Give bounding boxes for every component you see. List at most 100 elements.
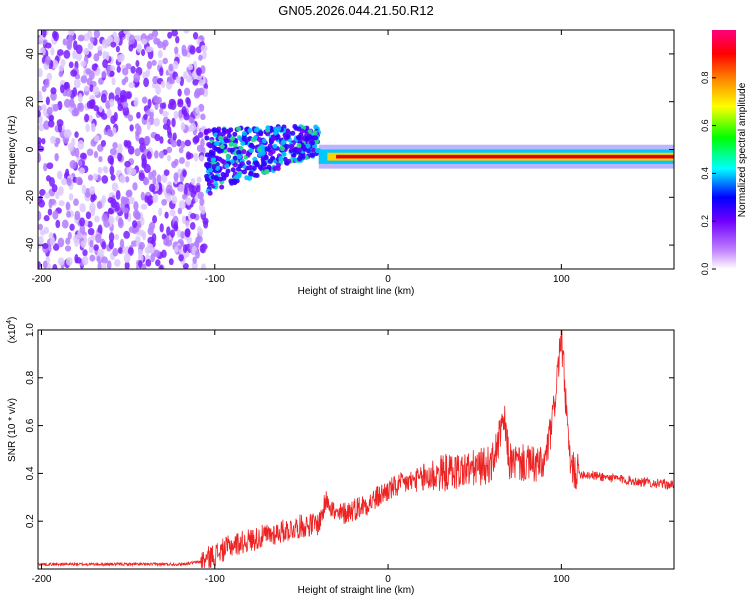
heatmap-cell bbox=[106, 108, 112, 119]
heatmap-cell bbox=[38, 35, 44, 45]
heatmap-cell bbox=[137, 125, 142, 136]
heatmap-cell bbox=[60, 58, 66, 67]
heatmap-cell bbox=[93, 30, 100, 39]
heatmap-cell bbox=[54, 153, 59, 162]
heatmap-cell bbox=[128, 34, 136, 45]
heatmap-cell bbox=[169, 209, 176, 217]
heatmap-cell bbox=[202, 50, 207, 60]
heatmap-cell bbox=[181, 106, 187, 116]
heatmap-cell bbox=[87, 42, 94, 50]
colorbar-tick-label: 0.6 bbox=[700, 119, 710, 132]
heatmap-cell bbox=[230, 136, 236, 142]
heatmap-cell bbox=[102, 50, 107, 60]
heatmap-cell bbox=[257, 151, 263, 157]
heatmap-cell bbox=[159, 136, 164, 144]
heatmap-cell bbox=[198, 54, 203, 61]
heatmap-cell bbox=[196, 176, 202, 184]
heatmap-cell bbox=[114, 87, 122, 97]
heatmap-cell bbox=[88, 245, 94, 254]
heatmap-cell bbox=[224, 163, 230, 169]
heatmap-cell bbox=[58, 200, 65, 207]
heatmap-cell bbox=[154, 150, 159, 159]
heatmap-cell bbox=[264, 169, 270, 175]
heatmap-cell bbox=[185, 228, 191, 238]
heatmap-cell bbox=[151, 233, 157, 243]
heatmap-cell bbox=[50, 47, 55, 56]
heatmap-cell bbox=[79, 203, 86, 213]
heatmap-cell bbox=[124, 76, 129, 83]
heatmap-cell bbox=[109, 148, 117, 156]
heatmap-cell bbox=[74, 253, 79, 264]
heatmap-cell bbox=[241, 149, 247, 155]
heatmap-cell bbox=[171, 117, 176, 128]
heatmap-cell bbox=[230, 167, 236, 173]
heatmap-cell bbox=[245, 151, 251, 157]
heatmap-cell bbox=[203, 83, 208, 90]
heatmap-cell bbox=[93, 135, 100, 143]
heatmap-cell bbox=[237, 163, 243, 169]
heatmap-cell bbox=[264, 146, 270, 152]
heatmap-cell bbox=[254, 161, 260, 167]
heatmap-cell bbox=[65, 237, 71, 245]
heatmap-cell bbox=[191, 261, 198, 269]
heatmap-cell bbox=[146, 151, 152, 160]
heatmap-cell bbox=[78, 160, 83, 167]
heatmap-cell bbox=[108, 239, 114, 250]
heatmap-cell bbox=[192, 79, 199, 86]
heatmap-cell bbox=[45, 96, 50, 106]
heatmap-cell bbox=[199, 197, 205, 206]
heatmap-cell bbox=[82, 249, 88, 257]
snr-panel: -200 -100 0 100 0.2 0.4 0.6 0.8 1.0 Height of st… bbox=[6, 317, 675, 596]
heatmap-cell bbox=[58, 70, 64, 78]
heatmap-cell bbox=[86, 148, 94, 156]
heatmap-cell bbox=[90, 122, 96, 132]
heatmap-cell bbox=[101, 213, 108, 223]
heatmap-cell bbox=[77, 139, 85, 150]
heatmap-cell bbox=[226, 133, 232, 139]
heatmap-cell bbox=[89, 240, 94, 248]
heatmap-cell bbox=[101, 241, 107, 250]
heatmap-cell bbox=[291, 152, 297, 158]
heatmap-cell bbox=[117, 143, 123, 154]
heatmap-cell bbox=[246, 160, 252, 166]
heatmap-cell bbox=[57, 123, 63, 133]
heatmap-cell bbox=[225, 153, 231, 159]
heatmap-cell bbox=[59, 84, 65, 94]
heatmap-cell bbox=[161, 249, 167, 259]
snr-x-tick-label: 0 bbox=[385, 574, 391, 585]
heatmap-cell bbox=[62, 38, 67, 46]
heatmap-cell bbox=[161, 198, 168, 206]
heatmap-cell bbox=[92, 173, 98, 181]
heatmap-cell bbox=[170, 229, 175, 238]
heatmap-cell bbox=[44, 78, 50, 88]
heatmap-cell bbox=[313, 135, 319, 141]
heatmap-cell bbox=[166, 146, 173, 154]
heatmap-cell bbox=[215, 146, 221, 152]
heatmap-cell bbox=[50, 236, 56, 247]
heatmap-cell bbox=[180, 121, 186, 131]
heatmap-cell bbox=[219, 184, 225, 190]
heatmap-cell bbox=[181, 215, 187, 225]
heatmap-cell bbox=[258, 130, 264, 136]
heatmap-cell bbox=[247, 128, 253, 134]
heatmap-cell bbox=[305, 135, 311, 141]
heatmap-cell bbox=[140, 191, 146, 201]
heatmap-cell bbox=[289, 144, 295, 150]
heatmap-cell bbox=[228, 141, 234, 147]
heatmap-cell bbox=[140, 216, 145, 226]
heatmap-cell bbox=[65, 88, 72, 97]
heatmap-cell bbox=[145, 259, 152, 267]
heatmap-cell bbox=[204, 135, 210, 141]
heatmap-cell bbox=[185, 75, 193, 83]
heatmap-cell bbox=[51, 59, 59, 69]
heatmap-cell bbox=[232, 162, 238, 168]
heatmap-cell bbox=[159, 67, 164, 77]
heatmap-cell bbox=[128, 44, 134, 52]
heatmap-cell bbox=[168, 98, 176, 106]
heatmap-cell bbox=[296, 156, 302, 162]
heatmap-cell bbox=[135, 59, 140, 68]
heatmap-cell bbox=[171, 195, 178, 204]
heatmap-cell bbox=[75, 52, 82, 61]
heatmap-cell bbox=[141, 96, 148, 104]
heatmap-cell bbox=[117, 54, 124, 63]
